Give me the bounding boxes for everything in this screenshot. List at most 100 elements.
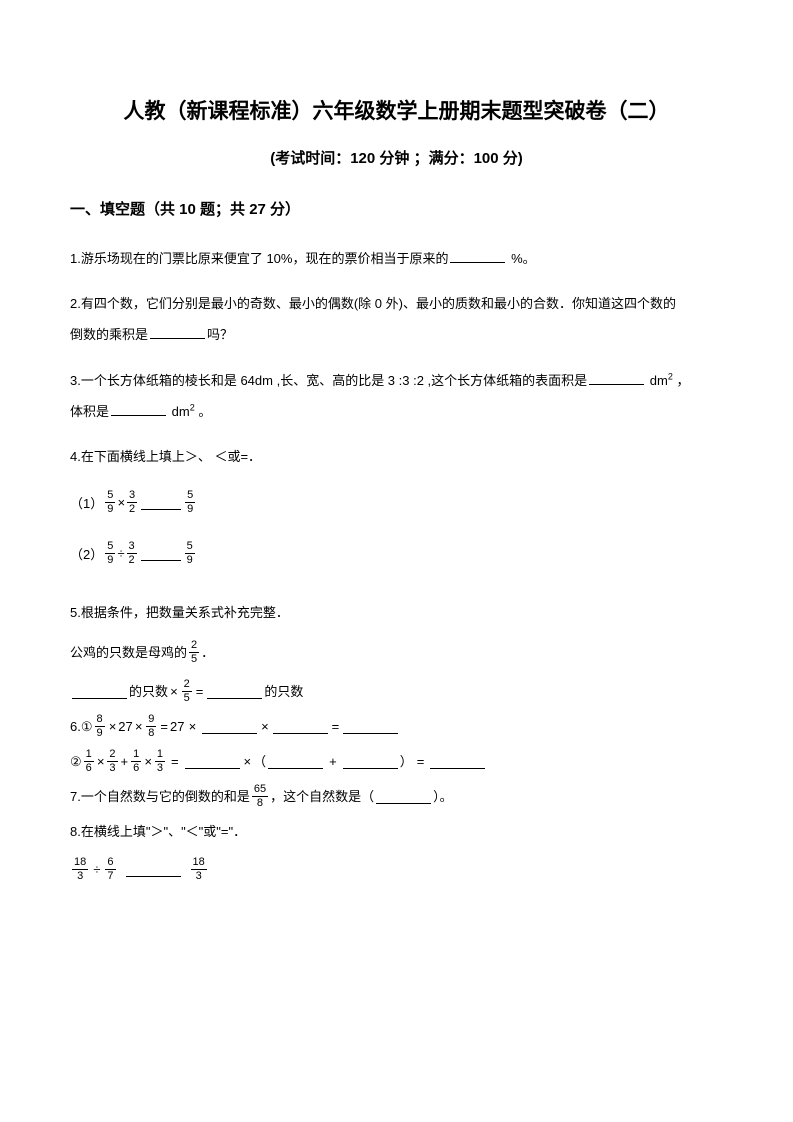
den: 3	[191, 870, 207, 882]
den: 5	[182, 692, 192, 704]
q2-line2a: 倒数的乘积是	[70, 327, 148, 342]
q4-i2-prefix: （2）	[70, 544, 103, 563]
q6-prefix1: 6.①	[70, 715, 93, 738]
fraction: 59	[105, 490, 115, 515]
q3-l1b: dm	[646, 373, 668, 388]
q4-item-2: （2） 59 ÷ 32 59	[70, 541, 723, 566]
num: 1	[131, 749, 141, 762]
num: 5	[185, 490, 195, 503]
eq-op: =	[160, 715, 168, 738]
fraction: 25	[182, 679, 192, 704]
fraction: 658	[252, 784, 268, 809]
question-7: 7.一个自然数与它的倒数的和是 658 ，这个自然数是（ ）。	[70, 784, 723, 809]
q5-l2a: 公鸡的只数是母鸡的	[70, 641, 187, 664]
num: 8	[95, 714, 105, 727]
num: 5	[105, 490, 115, 503]
fraction: 59	[185, 541, 195, 566]
blank	[430, 755, 485, 769]
den: 9	[105, 503, 115, 515]
fraction: 59	[185, 490, 195, 515]
mult-op: ×	[144, 750, 152, 773]
question-6-2: ② 16 × 23 + 16 × 13 = × （ + ） =	[70, 749, 723, 774]
plus-op: +	[329, 750, 337, 773]
q5-l3a: 的只数	[129, 680, 168, 703]
q3-l2a: 体积是	[70, 404, 109, 419]
blank	[376, 790, 431, 804]
q4-i1-prefix: （1）	[70, 493, 103, 512]
num: 1	[84, 749, 94, 762]
q7-a: 7.一个自然数与它的倒数的和是	[70, 785, 250, 808]
fraction: 13	[155, 749, 165, 774]
fraction: 59	[105, 541, 115, 566]
q7-b: ，这个自然数是（	[270, 785, 374, 808]
q5-line1: 5.根据条件，把数量关系式补充完整．	[70, 600, 723, 626]
den: 9	[185, 503, 195, 515]
mult-op: ×	[97, 750, 105, 773]
doc-subtitle: (考试时间：120 分钟 ；满分：100 分)	[70, 147, 723, 168]
blank	[150, 325, 205, 339]
num: 3	[127, 541, 137, 554]
num: 9	[146, 714, 156, 727]
den: 6	[84, 762, 94, 774]
blank	[111, 402, 166, 416]
paren-open: （	[253, 750, 266, 773]
blank	[126, 863, 181, 877]
eq-op: =	[332, 715, 340, 738]
den: 8	[146, 727, 156, 739]
plus-op: +	[121, 750, 129, 773]
question-1: 1.游乐场现在的门票比原来便宜了 10%，现在的票价相当于原来的 %。	[70, 243, 723, 274]
num: 18	[191, 857, 207, 870]
question-6-1: 6.① 89 × 27 × 98 = 27 × × =	[70, 714, 723, 739]
q3-line1: 3.一个长方体纸箱的棱长和是 64dm ,长、宽、高的比是 3 :3 :2 ,这…	[70, 365, 723, 396]
q8-expr: 183 ÷ 67 183	[70, 857, 723, 882]
mult-txt: ×	[261, 715, 269, 738]
q5-line2: 公鸡的只数是母鸡的 25 ．	[70, 640, 723, 665]
eq-op: =	[171, 750, 179, 773]
fraction: 23	[107, 749, 117, 774]
q4-item-1: （1） 59 × 32 59	[70, 490, 723, 515]
q2-line1: 2.有四个数，它们分别是最小的奇数、最小的偶数(除 0 外)、最小的质数和最小的…	[70, 288, 723, 319]
num: 5	[105, 541, 115, 554]
blank	[343, 720, 398, 734]
fraction: 67	[105, 857, 115, 882]
blank	[207, 685, 262, 699]
num: 18	[72, 857, 88, 870]
q3-l2b: dm	[168, 404, 190, 419]
q3-line2: 体积是 dm2 。	[70, 396, 723, 427]
question-2: 2.有四个数，它们分别是最小的奇数、最小的偶数(除 0 外)、最小的质数和最小的…	[70, 288, 723, 350]
num: 2	[189, 640, 199, 653]
num27: 27	[118, 715, 132, 738]
mult-op: ×	[109, 715, 117, 738]
question-4: 4.在下面横线上填上＞、 ＜或=．	[70, 441, 723, 472]
blank	[268, 755, 323, 769]
blank	[273, 720, 328, 734]
fraction: 16	[131, 749, 141, 774]
num: 3	[127, 490, 137, 503]
q5-line3: 的只数 × 25 = 的只数	[70, 679, 723, 704]
den: 5	[189, 653, 199, 665]
num: 2	[182, 679, 192, 692]
doc-title: 人教（新课程标准）六年级数学上册期末题型突破卷（二）	[70, 95, 723, 125]
den: 9	[185, 554, 195, 566]
num: 2	[107, 749, 117, 762]
q1-text-a: 1.游乐场现在的门票比原来便宜了 10%，现在的票价相当于原来的	[70, 251, 448, 266]
fraction: 183	[191, 857, 207, 882]
eq-op: =	[196, 680, 204, 703]
q6-prefix2: ②	[70, 750, 82, 773]
blank	[343, 755, 398, 769]
den: 2	[127, 503, 137, 515]
den: 2	[127, 554, 137, 566]
q4-text: 4.在下面横线上填上＞、 ＜或=．	[70, 441, 723, 472]
num: 5	[185, 541, 195, 554]
fraction: 183	[72, 857, 88, 882]
div-op: ÷	[93, 858, 100, 881]
q7-c: ）。	[433, 785, 453, 808]
fraction: 16	[84, 749, 94, 774]
q2-line2b: 吗？	[207, 327, 233, 342]
q3-l1a: 3.一个长方体纸箱的棱长和是 64dm ,长、宽、高的比是 3 :3 :2 ,这…	[70, 373, 587, 388]
q5-l2b: ．	[201, 641, 214, 664]
blank	[589, 371, 644, 385]
question-8: 8.在横线上填"＞"、"＜"或"="．	[70, 819, 723, 845]
fraction: 32	[127, 541, 137, 566]
blank	[185, 755, 240, 769]
